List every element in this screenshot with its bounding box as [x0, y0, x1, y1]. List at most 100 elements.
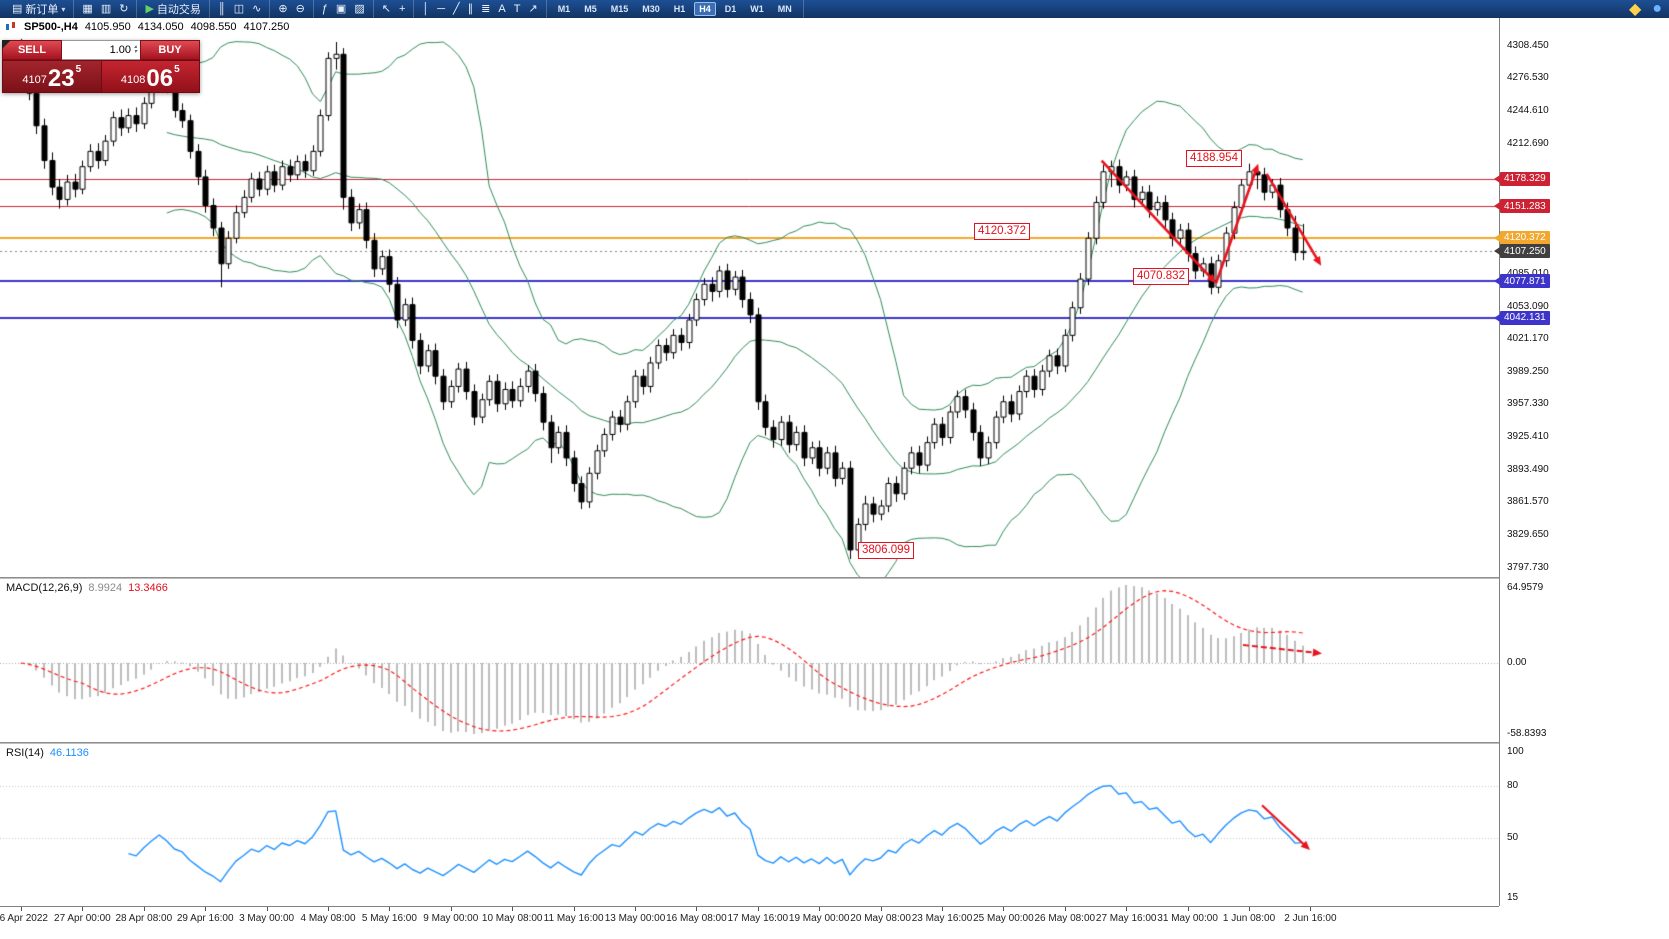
toolbar-group: ƒ ▣ ▨	[314, 0, 374, 18]
fibonacci-button[interactable]: ≣	[478, 1, 493, 17]
charts-window-icon: ▦	[82, 3, 93, 15]
candlestick-icon	[6, 22, 15, 30]
timeframe-h1-button[interactable]: H1	[673, 4, 686, 14]
pane-separator[interactable]	[0, 742, 1669, 744]
open-value: 4105.950	[84, 21, 131, 33]
notifications-button[interactable]: ◆	[1626, 1, 1644, 18]
candlestick-chart-button[interactable]: ◫	[231, 1, 247, 17]
zoom-in-button[interactable]: ⊕	[275, 1, 290, 17]
price-badge-value: 4151.283	[1504, 200, 1546, 212]
timeframe-h4-button[interactable]: H4	[694, 2, 716, 16]
autotrading-button[interactable]: ▶ 自动交易	[142, 1, 203, 17]
line-chart-button[interactable]: ∿	[249, 1, 264, 17]
channel-button[interactable]: ∥	[465, 1, 477, 17]
buy-price[interactable]: 4108 06 5	[100, 60, 200, 93]
buy-price-sup: 5	[174, 64, 180, 75]
line-chart-icon: ∿	[252, 3, 262, 15]
left-arrow-icon	[1494, 247, 1500, 256]
bell-icon: ◆	[1629, 1, 1642, 18]
time-tick	[1064, 907, 1066, 911]
rsi-scale-label: 80	[1507, 780, 1519, 792]
vertical-line-button[interactable]: │	[419, 1, 432, 17]
timeframe-m1-button[interactable]: M1	[557, 4, 571, 14]
lot-increase-button[interactable]: ▴	[133, 44, 137, 50]
price-tick-label: 4085.010	[1507, 268, 1549, 279]
lot-size-field[interactable]: 1.00 ▴ ▾	[62, 40, 140, 60]
profiles-icon: ▥	[100, 3, 112, 15]
refresh-icon: ↻	[119, 3, 129, 15]
macd-name: MACD(12,26,9)	[6, 582, 83, 594]
periods-button[interactable]: ▣	[333, 1, 349, 17]
label-button[interactable]: T	[511, 1, 524, 17]
buy-price-main: 4108	[120, 74, 146, 86]
time-label: 2 Jun 16:00	[1284, 913, 1337, 924]
profiles-button[interactable]: ▥	[98, 1, 114, 17]
rsi-canvas[interactable]	[0, 744, 1499, 906]
main-chart-canvas[interactable]	[0, 18, 1499, 577]
cursor-button[interactable]: ↖	[379, 1, 394, 17]
bar-chart-button[interactable]: ║	[215, 1, 229, 17]
horizontal-line-button[interactable]: ─	[434, 1, 448, 17]
trendline-button[interactable]: ╱	[450, 1, 463, 17]
charts-window-button[interactable]: ▦	[79, 1, 95, 17]
new-order-button-label: 新订单	[25, 4, 59, 16]
sell-price[interactable]: 4107 23 5	[2, 60, 101, 93]
time-label: 26 May 08:00	[1034, 913, 1096, 924]
channel-icon: ∥	[467, 3, 474, 15]
toolbar-group: ║ ◫ ∿	[210, 0, 271, 18]
timeframe-m30-button[interactable]: M30	[642, 4, 660, 14]
globe-icon: ●	[1652, 0, 1662, 17]
toolbar-group: │ ─ ╱ ∥ ≣ A T ↗	[414, 0, 547, 18]
arrow-icon: ↗	[528, 3, 538, 15]
label-icon: T	[513, 3, 521, 15]
community-button[interactable]: ●	[1649, 0, 1665, 17]
cursor-icon: ↖	[381, 3, 391, 15]
time-tick	[21, 907, 22, 911]
lot-decrease-button[interactable]: ▾	[133, 49, 137, 55]
macd-scale-label: -58.8393	[1507, 728, 1547, 739]
symbol-period-label: SP500-,H4	[24, 21, 78, 33]
macd-canvas[interactable]	[0, 579, 1499, 742]
price-badge: 4151.283	[1494, 199, 1550, 214]
time-label: 5 May 16:00	[361, 913, 417, 924]
crosshair-button[interactable]: +	[396, 1, 408, 17]
time-label: 13 May 00:00	[604, 913, 666, 924]
timeframe-d1-button[interactable]: D1	[724, 4, 737, 14]
time-tick	[696, 907, 698, 911]
zoom-out-button[interactable]: ⊖	[293, 1, 308, 17]
time-tick	[1249, 907, 1250, 911]
sell-button[interactable]: SELL	[2, 40, 62, 60]
price-badge-value: 4042.131	[1504, 312, 1546, 324]
time-label: 20 May 08:00	[850, 913, 911, 924]
buy-button[interactable]: BUY	[140, 40, 200, 60]
refresh-button[interactable]: ↻	[116, 1, 131, 17]
macd-signal-value: 13.3466	[128, 582, 168, 594]
price-tick-label: 4244.610	[1507, 104, 1549, 116]
templates-icon: ▨	[354, 3, 365, 15]
timeframe-m15-button[interactable]: M15	[610, 4, 629, 14]
timeframe-w1-button[interactable]: W1	[750, 4, 764, 14]
price-axis[interactable]: 4308.450 4276.530 4244.610 4212.690 4085.010…	[1494, 0, 1669, 939]
time-tick	[82, 907, 84, 911]
timeframe-group: M1 M5 M15 M30 H1 H4 D1 W1 MN	[547, 0, 804, 18]
rsi-scale-label: 100	[1507, 746, 1524, 757]
indicators-button[interactable]: ƒ	[319, 1, 331, 17]
templates-button[interactable]: ▨	[351, 1, 367, 17]
timeframe-m5-button[interactable]: M5	[584, 4, 597, 14]
toolbar-group: ⊕ ⊖	[270, 0, 314, 18]
text-button[interactable]: A	[495, 1, 508, 17]
time-label: 28 Apr 08:00	[115, 913, 173, 924]
chevron-down-icon: ▾	[61, 4, 66, 14]
time-label: 26 Apr 2022	[0, 913, 48, 924]
arrow-tool-button[interactable]: ↗	[525, 1, 540, 17]
pane-separator[interactable]	[0, 577, 1669, 579]
new-order-button[interactable]: ▤ 新订单 ▾	[9, 1, 68, 17]
rsi-label: RSI(14) 46.1136	[6, 747, 89, 759]
timeframe-mn-button[interactable]: MN	[777, 4, 792, 14]
time-tick	[1126, 907, 1128, 911]
crosshair-icon: +	[398, 3, 406, 15]
price-tick-label: 3925.410	[1507, 431, 1549, 443]
price-badge-value: 4120.372	[1504, 232, 1546, 244]
price-tick-label: 3989.250	[1507, 365, 1549, 377]
